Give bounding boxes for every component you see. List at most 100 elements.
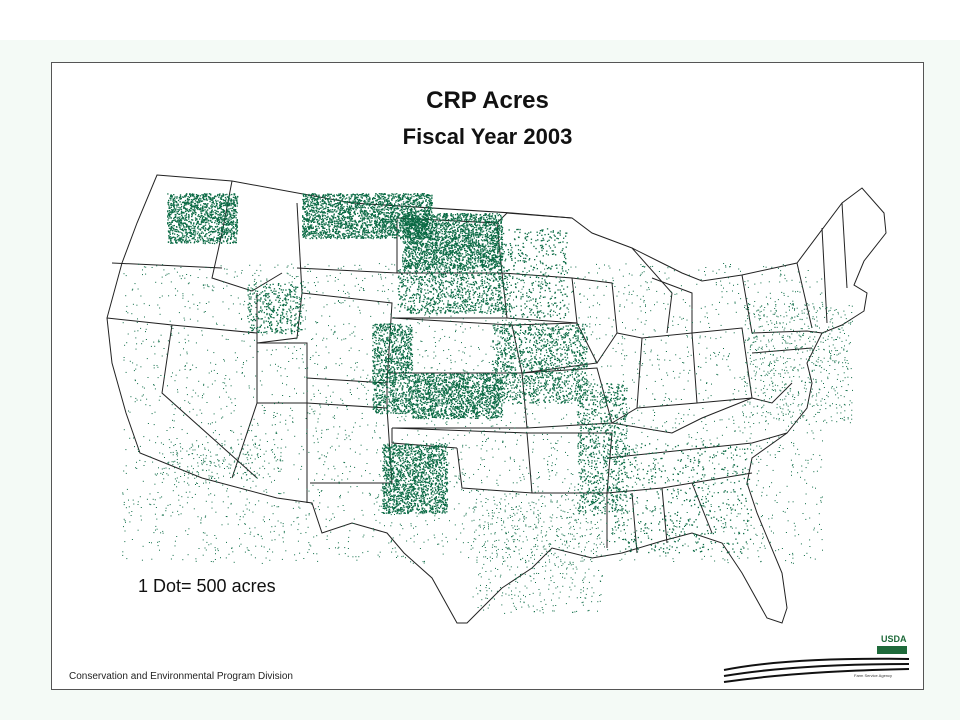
crp-dot [358, 198, 360, 201]
crp-dot [389, 208, 391, 210]
crp-dot [405, 224, 407, 227]
crp-dot [350, 196, 352, 198]
crp-dot [392, 234, 394, 236]
crp-dot [443, 259, 445, 261]
crp-dot [414, 214, 416, 217]
crp-dot [484, 261, 487, 263]
crp-dot [450, 304, 452, 307]
crp-dot [361, 197, 363, 199]
crp-dot [439, 245, 441, 247]
crp-dot [417, 222, 419, 224]
crp-dot [445, 214, 447, 216]
crp-dot [493, 287, 495, 289]
state-line [306, 383, 388, 409]
crp-dot [454, 222, 457, 224]
crp-dot [449, 223, 451, 226]
crp-dot [421, 195, 423, 197]
crp-dot [347, 221, 349, 223]
crp-dot [451, 247, 453, 249]
crp-dot [408, 247, 410, 249]
crp-dot [429, 267, 431, 269]
crp-dot [437, 260, 440, 262]
crp-dot [361, 196, 363, 198]
crp-dot [320, 225, 323, 228]
crp-dot [414, 258, 416, 260]
crp-dot [416, 267, 418, 270]
crp-dot [485, 226, 487, 229]
crp-dot [444, 216, 446, 218]
crp-dot [419, 217, 421, 220]
crp-dot [496, 263, 498, 265]
crp-dot [312, 206, 314, 208]
crp-dot [469, 246, 471, 248]
crp-dot [485, 236, 487, 238]
crp-dot [350, 198, 352, 200]
state-line [571, 277, 618, 364]
crp-dot [468, 261, 470, 263]
crp-dot [495, 219, 497, 221]
crp-dot [414, 226, 417, 228]
crp-dot [468, 237, 470, 239]
crp-dot [354, 210, 356, 212]
crp-dot [493, 218, 495, 220]
crp-dot [375, 193, 377, 195]
crp-dot [386, 232, 389, 234]
crp-dot [425, 200, 427, 202]
crp-dot [480, 260, 482, 262]
crp-dot [457, 217, 460, 219]
crp-dot [338, 202, 340, 204]
crp-dot [405, 263, 408, 265]
crp-dot [428, 246, 430, 248]
crp-dot [428, 203, 431, 205]
crp-dot [475, 262, 477, 264]
crp-dot [440, 243, 442, 245]
crp-dot [409, 297, 411, 299]
crp-dot [431, 197, 433, 200]
crp-dot [439, 223, 441, 225]
crp-dot [450, 250, 452, 252]
crp-dot [486, 266, 488, 268]
crp-dot [426, 235, 428, 237]
crp-dot [383, 229, 386, 231]
crp-dot [461, 267, 463, 269]
crp-dot [398, 195, 400, 197]
crp-dot [490, 299, 492, 301]
crp-dot [402, 211, 404, 213]
crp-dot [501, 228, 503, 231]
crp-dot [364, 230, 366, 232]
crp-dot [455, 259, 457, 261]
crp-dot [330, 221, 332, 224]
crp-dot [336, 219, 338, 221]
crp-dot [397, 231, 399, 234]
crp-dot [477, 235, 479, 237]
crp-dot [413, 249, 415, 252]
crp-dot [478, 245, 480, 247]
crp-dot [419, 223, 421, 226]
crp-dot [306, 214, 308, 217]
crp-dot [496, 242, 498, 244]
crp-dot [413, 233, 415, 235]
crp-dot [486, 225, 488, 227]
crp-dot [413, 218, 416, 220]
crp-dot [415, 209, 417, 211]
crp-dot [500, 216, 502, 218]
crp-dot [392, 205, 394, 207]
crp-dot [357, 231, 359, 233]
crp-dot [379, 200, 381, 203]
crp-dot [410, 262, 412, 265]
crp-dot [403, 210, 405, 213]
crp-dot [358, 233, 360, 236]
crp-dot [455, 241, 457, 243]
crp-dot [421, 225, 423, 228]
crp-dot [348, 209, 351, 211]
crp-dot [391, 205, 394, 208]
crp-dot [389, 203, 391, 205]
crp-dot [392, 217, 394, 219]
crp-dot [321, 214, 323, 216]
crp-dot [405, 265, 408, 267]
crp-dot [398, 215, 400, 217]
crp-dot [410, 212, 412, 214]
crp-dot [449, 242, 452, 244]
crp-dot [361, 235, 363, 237]
crp-dot [347, 212, 350, 214]
